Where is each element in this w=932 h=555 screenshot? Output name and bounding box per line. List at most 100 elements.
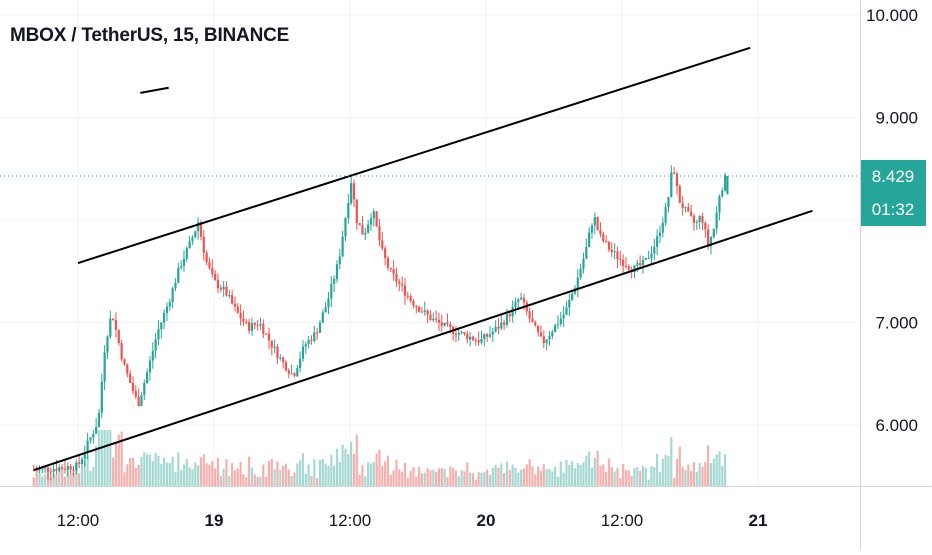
candle-body [335,264,339,280]
candle-body [607,241,611,250]
volume-bar [341,444,344,486]
volume-bars [32,430,727,486]
candle-body [528,311,531,319]
volume-bar [644,467,647,486]
trendlines[interactable] [33,46,813,472]
volume-bar [695,472,698,486]
volume-bar [633,467,636,486]
y-tick-label: 6.000 [875,416,918,435]
candle-body [406,295,409,297]
volume-bar [157,455,160,486]
volume-bar [610,467,613,486]
candle-body [565,307,568,315]
volume-bar [520,469,523,486]
volume-bar [270,458,273,486]
candle-body [670,172,673,198]
candle-body [483,334,486,339]
candle-body [508,314,511,317]
volume-bar [282,465,285,486]
volume-bar [205,463,208,486]
volume-bar [100,430,103,486]
volume-bar [681,466,684,486]
candle-body [151,351,154,361]
candle-body [418,306,421,312]
candle-body [658,232,662,237]
candle-body [378,226,381,241]
volume-bar [338,461,341,486]
volume-bar [466,462,469,486]
volume-bar [627,470,630,486]
channel-lower-line [33,209,813,472]
candle-body [724,175,727,191]
candle-body [480,338,483,343]
volume-bar [483,472,486,486]
volume-bar [112,457,115,486]
volume-bar [469,472,472,486]
volume-bar [641,465,645,486]
candle-body [267,333,271,341]
volume-bar [613,471,616,486]
volume-bar [420,473,424,486]
candle-body [168,302,171,307]
volume-bar [180,470,183,486]
volume-bar [539,470,543,486]
volume-bar [534,474,537,486]
candle-body [208,262,211,268]
candle-body [262,323,265,334]
candle-body [469,336,472,340]
candle-body [182,258,186,267]
volume-bar [78,473,81,486]
candle-body [103,352,106,382]
volume-bar [299,460,302,486]
candle-body [647,257,650,259]
candle-body [627,266,630,270]
short-mark-line [140,86,169,94]
volume-bar [724,454,727,486]
volume-bar [316,478,319,486]
volume-bar [35,471,38,486]
candle-body [282,357,285,363]
volume-bar [216,457,220,486]
volume-bar [457,476,460,486]
volume-bar [38,469,41,486]
volume-bar [437,468,441,486]
candle-body [582,258,585,269]
candle-body [636,263,639,266]
volume-bar [602,464,605,486]
candle-body [180,266,183,268]
volume-bar [123,472,126,486]
candle-body [372,211,375,219]
volume-bar [460,470,463,486]
candle-body [120,343,123,360]
volume-bar [709,463,713,486]
volume-bar [403,462,407,486]
candle-body [95,426,98,434]
candle-body [364,232,367,235]
volume-bar [369,463,373,486]
candle-body [219,288,222,290]
candle-body [165,306,169,314]
volume-bar [381,465,384,486]
candle-body [613,251,616,253]
candle-body [63,468,67,470]
candle-body [384,248,387,259]
candle-body [593,217,596,226]
candle-body [211,267,214,274]
candle-body [571,293,574,301]
volume-bar [276,461,279,486]
volume-bar [191,469,194,486]
candle-body [100,381,103,413]
candle-body [423,310,426,313]
candle-body-last [726,175,729,195]
volume-bar [245,477,248,486]
candle-body [361,225,364,235]
volume-bar [471,473,475,486]
volume-bar [449,466,452,486]
volume-bar [222,468,225,486]
candle-body [72,469,75,471]
candle-body [358,223,361,226]
volume-bar [692,462,696,486]
candle-body [690,211,693,216]
